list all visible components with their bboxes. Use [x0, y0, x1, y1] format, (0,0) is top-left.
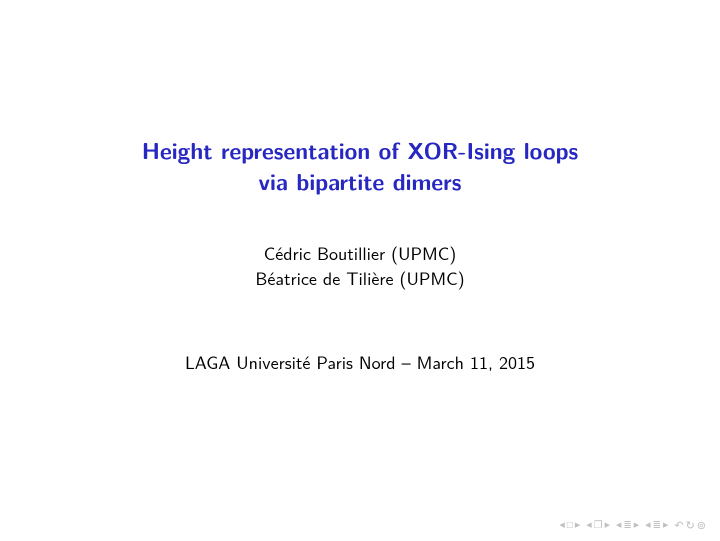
nav-frame-group[interactable]: ◀ □ ▶ — [559, 520, 580, 530]
redo-icon: ↻ — [686, 517, 695, 533]
target-icon: ⊚ — [697, 517, 706, 533]
triangle-left-icon: ◀ — [645, 522, 650, 529]
subsection-icon: ≣ — [623, 520, 631, 530]
title-line-1: Height representation of XOR-Ising loops — [142, 134, 578, 165]
author-1: Cédric Boutillier (UPMC) — [255, 240, 464, 265]
undo-icon: ↶ — [674, 517, 683, 533]
frame-icon: □ — [567, 520, 573, 530]
triangle-left-icon: ◀ — [559, 522, 564, 529]
slide: Height representation of XOR-Ising loops… — [0, 0, 720, 541]
nav-subsubsection-group[interactable]: ◀ ≣ ▶ — [645, 520, 668, 530]
venue-line: LAGA Université Paris Nord – March 11, 2… — [185, 348, 535, 375]
triangle-right-icon: ▶ — [605, 522, 610, 529]
author-2: Béatrice de Tilière (UPMC) — [255, 265, 464, 290]
triangle-right-icon: ▶ — [575, 522, 580, 529]
triangle-right-icon: ▶ — [634, 522, 639, 529]
triangle-left-icon: ◀ — [616, 522, 621, 529]
nav-section-group[interactable]: ◀ ❐ ▶ — [586, 520, 610, 530]
triangle-left-icon: ◀ — [586, 522, 591, 529]
nav-back-forward-group[interactable]: ↶ ↻ ⊚ — [674, 517, 706, 533]
section-icon: ❐ — [594, 520, 603, 530]
triangle-right-icon: ▶ — [663, 522, 668, 529]
subsubsection-icon: ≣ — [653, 520, 661, 530]
authors-block: Cédric Boutillier (UPMC) Béatrice de Til… — [255, 240, 464, 290]
nav-subsection-group[interactable]: ◀ ≣ ▶ — [616, 520, 639, 530]
beamer-nav-bar: ◀ □ ▶ ◀ ❐ ▶ ◀ ≣ ▶ ◀ ≣ ▶ ↶ ↻ ⊚ — [559, 517, 706, 533]
slide-title: Height representation of XOR-Ising loops… — [142, 134, 578, 196]
title-line-2: via bipartite dimers — [142, 165, 578, 196]
